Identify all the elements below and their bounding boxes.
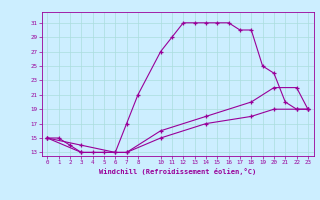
X-axis label: Windchill (Refroidissement éolien,°C): Windchill (Refroidissement éolien,°C) bbox=[99, 168, 256, 175]
